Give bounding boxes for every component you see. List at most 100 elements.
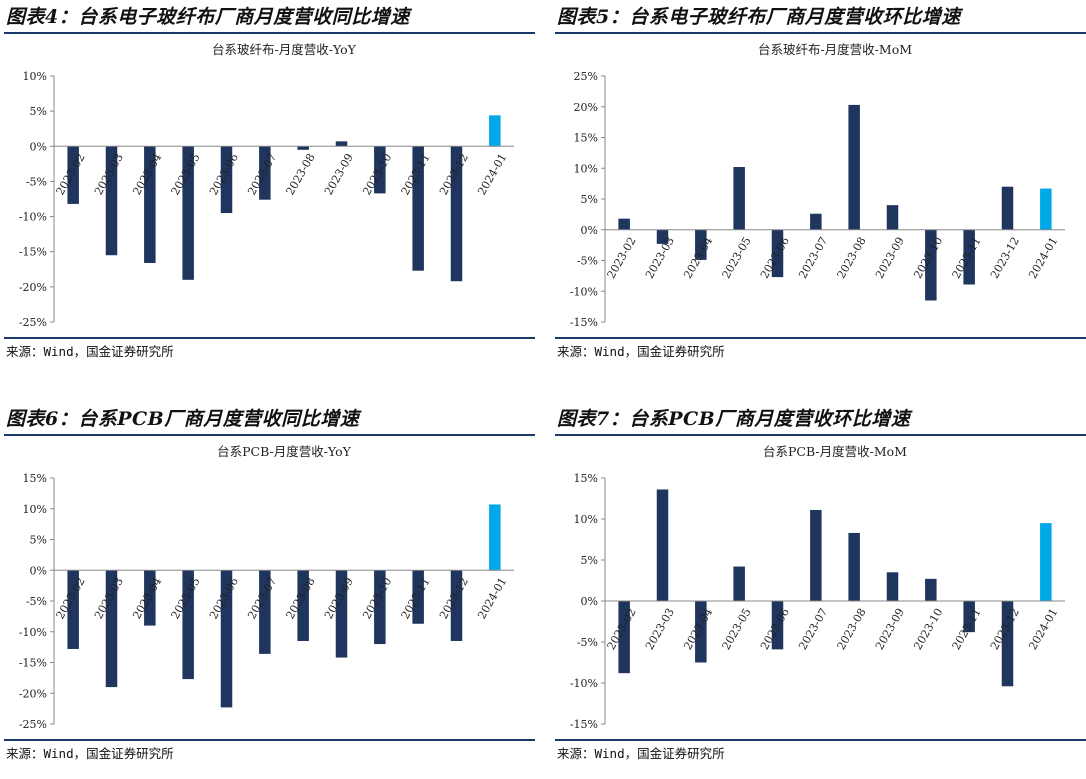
x-tick-label: 2024-01 bbox=[475, 575, 509, 621]
y-tick-label: -25% bbox=[19, 718, 47, 731]
y-tick-label: -15% bbox=[19, 657, 47, 670]
source-label: 来源：Wind，国金证券研究所 bbox=[557, 746, 725, 761]
bar-chart: 台系玻纤布-月度营收-MoM 25% 20% 15% 10% 5% 0% -5% -10% -15… bbox=[570, 42, 1065, 329]
bar bbox=[335, 570, 348, 658]
x-tick-label: 2024-01 bbox=[1026, 606, 1060, 652]
bar bbox=[1001, 601, 1014, 687]
bar bbox=[220, 570, 233, 708]
y-tick-label: 0% bbox=[581, 595, 598, 608]
x-tick-label: 2023-08 bbox=[284, 151, 318, 197]
panel-title: 图表4：台系电子玻纤布厂商月度营收同比增速 bbox=[6, 6, 410, 28]
bar bbox=[771, 601, 784, 650]
x-tick-label: 2023-09 bbox=[322, 151, 356, 197]
x-tick-label: 2023-05 bbox=[720, 606, 754, 652]
y-tick-label: -5% bbox=[26, 595, 47, 608]
x-tick-label: 2023-08 bbox=[835, 235, 869, 281]
bar bbox=[733, 167, 745, 230]
bar bbox=[733, 566, 745, 601]
title-rule bbox=[4, 434, 535, 436]
y-tick-label: 10% bbox=[23, 503, 47, 516]
bar bbox=[182, 570, 194, 680]
bar bbox=[144, 146, 156, 263]
y-tick-label: -20% bbox=[19, 687, 47, 700]
y-tick-label: 10% bbox=[574, 162, 598, 175]
y-tick-label: 25% bbox=[574, 70, 598, 83]
bar bbox=[1001, 186, 1014, 230]
bar bbox=[450, 146, 463, 282]
y-tick-label: 5% bbox=[581, 554, 598, 567]
bar bbox=[220, 146, 233, 214]
bar-chart: 台系PCB-月度营收-MoM 15% 10% 5% 0% -5% -10% -15% 2023-… bbox=[570, 444, 1065, 731]
x-tick-label: 2023-09 bbox=[873, 606, 907, 652]
y-tick-label: -5% bbox=[577, 255, 598, 268]
panel-title: 图表7：台系PCB厂商月度营收环比增速 bbox=[557, 408, 911, 430]
y-tick-label: -10% bbox=[19, 211, 47, 224]
y-tick-label: 15% bbox=[574, 472, 598, 485]
y-tick-label: 0% bbox=[581, 224, 598, 237]
y-tick-label: 5% bbox=[30, 534, 47, 547]
y-tick-label: -15% bbox=[570, 316, 598, 329]
source-label: 来源：Wind，国金证券研究所 bbox=[6, 746, 174, 761]
bar bbox=[810, 509, 822, 601]
bar-chart: 台系玻纤布-月度营收-YoY 10% 5% 0% -5% -10% -15% -20% -25%… bbox=[19, 42, 514, 329]
bar bbox=[618, 218, 630, 230]
x-tick-label: 2024-01 bbox=[1026, 235, 1060, 281]
source-rule bbox=[555, 739, 1086, 741]
bar bbox=[848, 532, 860, 601]
source-rule bbox=[555, 337, 1086, 339]
chart-title: 台系PCB-月度营收-MoM bbox=[763, 444, 907, 459]
title-rule bbox=[4, 32, 535, 34]
bar bbox=[105, 146, 118, 256]
bar bbox=[105, 570, 118, 688]
chart-title: 台系PCB-月度营收-YoY bbox=[217, 444, 352, 459]
source-rule bbox=[4, 739, 535, 741]
bar bbox=[374, 570, 386, 645]
y-tick-label: 10% bbox=[574, 513, 598, 526]
bar bbox=[810, 213, 822, 230]
bar bbox=[886, 205, 899, 230]
bar bbox=[656, 229, 669, 244]
bar bbox=[1040, 188, 1052, 230]
source-label: 来源：Wind，国金证券研究所 bbox=[557, 344, 725, 359]
y-tick-label: -10% bbox=[570, 677, 598, 690]
bar bbox=[618, 601, 630, 674]
bar bbox=[963, 601, 975, 633]
bar bbox=[67, 570, 79, 649]
y-tick-label: -10% bbox=[19, 626, 47, 639]
y-tick-label: -5% bbox=[26, 175, 47, 188]
bar bbox=[259, 146, 271, 200]
y-tick-label: 10% bbox=[23, 70, 47, 83]
x-tick-label: 2023-12 bbox=[988, 235, 1022, 281]
bar bbox=[886, 572, 899, 601]
y-tick-label: 5% bbox=[581, 193, 598, 206]
panel-glass-yoy: 图表4：台系电子玻纤布厂商月度营收同比增速 台系玻纤布-月度营收-YoY 10% 5… bbox=[4, 2, 535, 377]
bar bbox=[374, 146, 386, 194]
chart-title: 台系玻纤布-月度营收-YoY bbox=[212, 42, 357, 57]
y-tick-label: -15% bbox=[19, 246, 47, 259]
bar bbox=[182, 146, 194, 280]
y-tick-label: -25% bbox=[19, 316, 47, 329]
y-tick-label: 5% bbox=[30, 105, 47, 118]
bar bbox=[67, 146, 79, 204]
bar bbox=[450, 570, 463, 641]
x-tick-label: 2023-07 bbox=[796, 606, 830, 652]
y-tick-label: -5% bbox=[577, 636, 598, 649]
y-tick-label: -20% bbox=[19, 281, 47, 294]
y-tick-label: -15% bbox=[570, 718, 598, 731]
source-label: 来源：Wind，国金证券研究所 bbox=[6, 344, 174, 359]
bar bbox=[144, 570, 156, 626]
source-rule bbox=[4, 337, 535, 339]
bar bbox=[963, 229, 975, 285]
panel-title: 图表5：台系电子玻纤布厂商月度营收环比增速 bbox=[557, 6, 961, 28]
x-tick-label: 2023-03 bbox=[643, 606, 677, 652]
bar bbox=[1040, 523, 1052, 601]
title-rule bbox=[555, 434, 1086, 436]
y-tick-label: 15% bbox=[574, 132, 598, 145]
chart-title: 台系玻纤布-月度营收-MoM bbox=[758, 42, 912, 57]
bar bbox=[925, 229, 937, 301]
y-tick-label: -10% bbox=[570, 285, 598, 298]
bar bbox=[412, 146, 424, 271]
y-tick-label: 20% bbox=[574, 101, 598, 114]
y-tick-label: 0% bbox=[30, 564, 47, 577]
panel-glass-mom: 图表5：台系电子玻纤布厂商月度营收环比增速 台系玻纤布-月度营收-MoM 25% 2… bbox=[555, 2, 1086, 377]
